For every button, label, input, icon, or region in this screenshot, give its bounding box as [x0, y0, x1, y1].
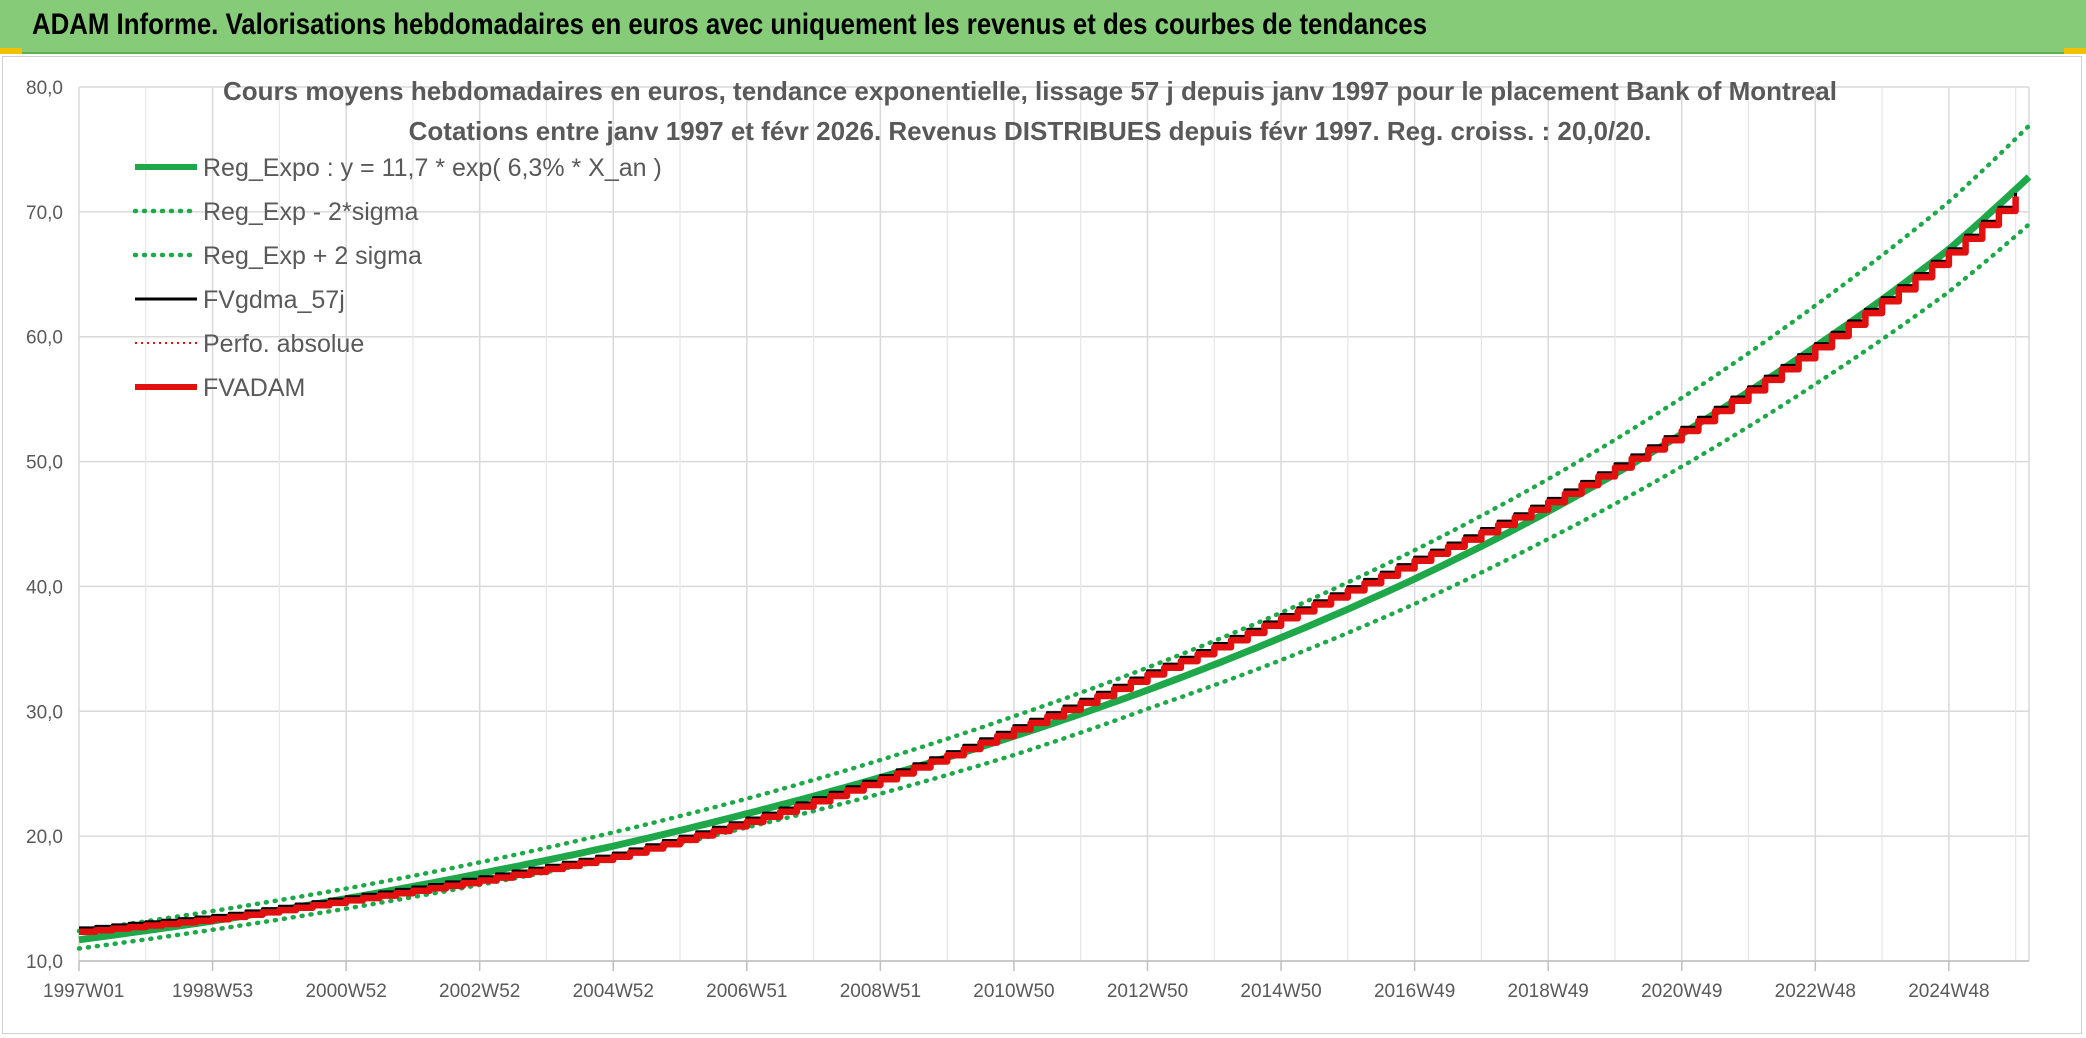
- series-line-1: [76, 222, 2032, 951]
- x-tick-label: 1998W53: [172, 981, 253, 1002]
- legend-label-0: Reg_Expo : y = 11,7 * exp( 6,3% * X_an ): [203, 154, 662, 182]
- y-tick-label: 60,0: [26, 328, 63, 349]
- series-line-0: [78, 174, 2032, 944]
- x-tick-label: 2018W49: [1508, 981, 1589, 1002]
- x-tick-label: 2014W50: [1240, 981, 1321, 1002]
- legend-label-5: FVADAM: [203, 374, 305, 402]
- y-tick-label: 80,0: [26, 78, 63, 99]
- chart-title-line1: Cours moyens hebdomadaires en euros, ten…: [223, 76, 1837, 106]
- y-axis: 10,0 20,0 30,0 40,0 50,0 60,0 70,0 80,0: [26, 78, 63, 973]
- chart-title-line2: Cotations entre janv 1997 et févr 2026. …: [409, 116, 1652, 146]
- x-tick-label: 2000W52: [305, 981, 386, 1002]
- x-tick-label: 2024W48: [1908, 981, 1989, 1002]
- x-tick-label: 2008W51: [840, 981, 921, 1002]
- corner-marker-right: [2064, 48, 2086, 54]
- legend-label-1: Reg_Exp - 2*sigma: [203, 198, 418, 226]
- x-tick-label: 1997W01: [43, 981, 124, 1002]
- legend: Reg_Expo : y = 11,7 * exp( 6,3% * X_an )…: [132, 154, 662, 402]
- y-tick-label: 40,0: [26, 577, 63, 598]
- y-tick-label: 70,0: [26, 203, 63, 224]
- chart-svg: 10,0 20,0 30,0 40,0 50,0 60,0 70,0 80,0 1997W01…: [26, 76, 2032, 1002]
- y-tick-label: 10,0: [26, 952, 63, 973]
- series-group: [76, 123, 2032, 951]
- report-title: ADAM Informe. Valorisations hebdomadaire…: [32, 8, 1428, 41]
- x-tick-label: 2002W52: [439, 981, 520, 1002]
- x-tick-label: 2006W51: [706, 981, 787, 1002]
- x-tick-label: 2020W49: [1641, 981, 1722, 1002]
- x-tick-label: 2012W50: [1107, 981, 1188, 1002]
- series-line-4: [79, 196, 2017, 932]
- y-tick-label: 20,0: [26, 827, 63, 848]
- x-tick-label: 2004W52: [573, 981, 654, 1002]
- legend-label-2: Reg_Exp + 2 sigma: [203, 242, 422, 270]
- legend-label-3: FVgdma_57j: [203, 286, 345, 314]
- x-tick-label: 2010W50: [973, 981, 1054, 1002]
- report-header: ADAM Informe. Valorisations hebdomadaire…: [0, 0, 2086, 54]
- series-line-3: [79, 192, 2018, 930]
- series-line-5: [79, 196, 2019, 935]
- y-tick-label: 50,0: [26, 453, 63, 474]
- x-tick-label: 2016W49: [1374, 981, 1455, 1002]
- y-tick-label: 30,0: [26, 702, 63, 723]
- x-tick-label: 2022W48: [1775, 981, 1856, 1002]
- legend-label-4: Perfo. absolue: [203, 330, 364, 358]
- gridlines: [78, 86, 2030, 962]
- x-axis: 1997W01 1998W53 2000W52 2002W52 2004W52 2006W…: [43, 960, 2029, 1002]
- series-line-2: [76, 123, 2032, 934]
- corner-marker-left: [0, 48, 22, 54]
- chart-area: 10,0 20,0 30,0 40,0 50,0 60,0 70,0 80,0 1997W01…: [2, 56, 2082, 1034]
